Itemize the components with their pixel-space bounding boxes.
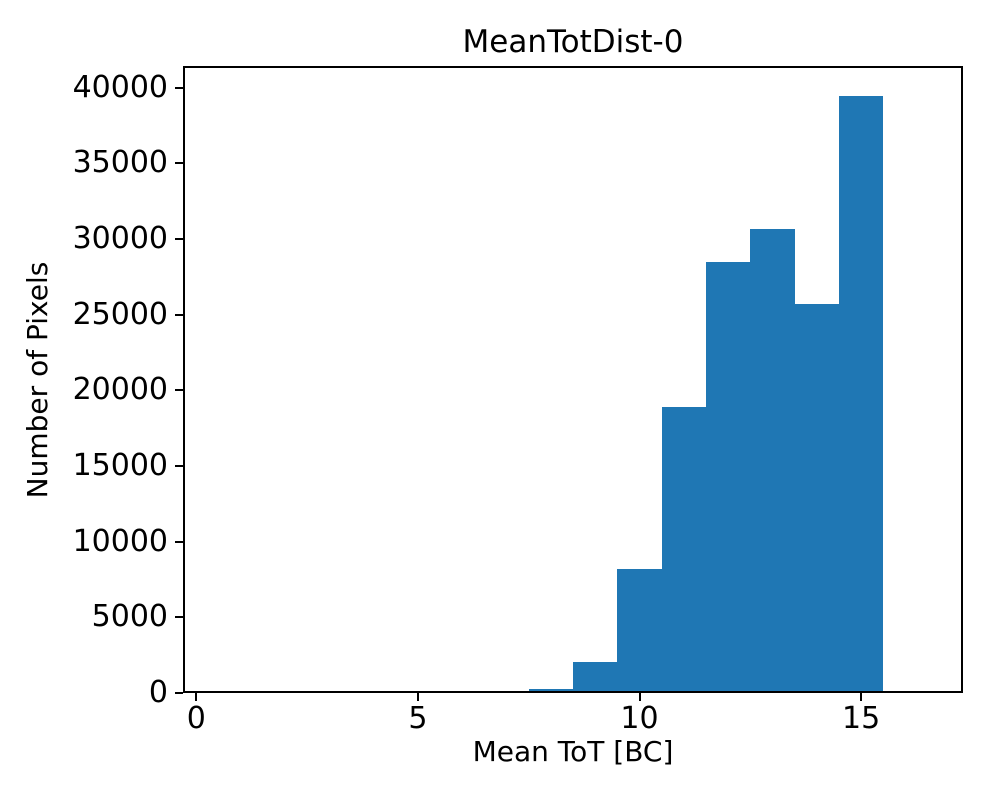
histogram-bar [750, 229, 795, 693]
y-tick-mark [175, 616, 183, 619]
y-tick-label: 35000 [72, 145, 168, 181]
x-tick-label: 0 [186, 701, 206, 736]
y-tick-label: 5000 [91, 599, 168, 635]
y-tick-mark [175, 389, 183, 392]
x-tick-mark [195, 693, 198, 701]
y-tick-mark [175, 540, 183, 543]
histogram-bar [706, 261, 751, 693]
y-tick-mark [175, 86, 183, 89]
y-tick-label: 40000 [72, 69, 168, 105]
histogram-bar [573, 662, 618, 693]
histogram-bar [794, 304, 839, 693]
histogram-bar [661, 406, 706, 693]
y-tick-label: 25000 [72, 296, 168, 332]
y-tick-mark [175, 313, 183, 316]
x-tick-mark [860, 693, 863, 701]
y-tick-label: 10000 [72, 523, 168, 559]
histogram-bar [528, 688, 573, 693]
y-tick-mark [175, 162, 183, 165]
y-tick-mark [175, 465, 183, 467]
chart-title: MeanTotDist-0 [462, 24, 684, 60]
plot-area [183, 66, 963, 693]
y-tick-label: 30000 [72, 220, 168, 256]
y-tick-mark [175, 692, 183, 694]
y-tick-mark [175, 237, 183, 240]
histogram-bar [838, 95, 884, 693]
x-tick-mark [638, 693, 641, 701]
x-tick-label: 10 [620, 701, 659, 736]
x-tick-label: 15 [842, 701, 881, 736]
x-tick-label: 5 [408, 701, 428, 736]
x-axis-label: Mean ToT [BC] [472, 735, 674, 768]
y-tick-label: 20000 [72, 372, 168, 408]
y-tick-label: 15000 [72, 448, 168, 483]
x-tick-mark [416, 693, 419, 701]
y-axis-label: Number of Pixels [21, 261, 54, 499]
histogram-bar [617, 568, 662, 693]
y-tick-label: 0 [148, 675, 168, 710]
